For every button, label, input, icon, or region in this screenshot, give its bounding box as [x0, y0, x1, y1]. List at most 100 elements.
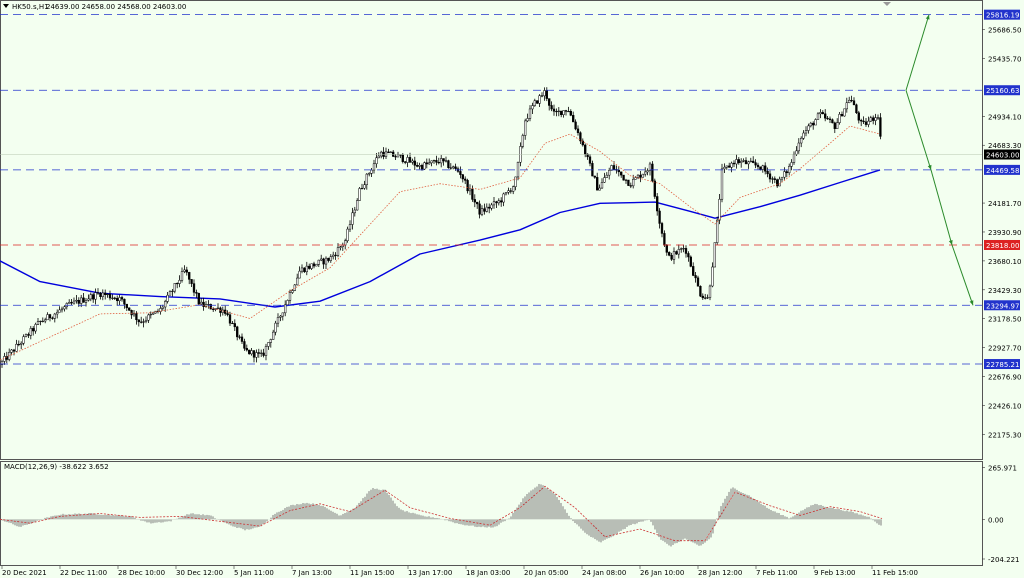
price-tick-label: 24683.30	[988, 142, 1021, 150]
macd-pane[interactable]: MACD(12,26,9) -38.622 3.652	[0, 461, 983, 566]
candle	[444, 156, 448, 163]
candle	[140, 316, 143, 324]
candle	[166, 292, 169, 304]
candle	[327, 257, 330, 263]
candle	[843, 108, 846, 117]
candle	[188, 271, 191, 285]
candle	[320, 254, 323, 262]
candle	[111, 294, 114, 300]
projection-arrow[interactable]	[905, 14, 930, 91]
candle	[552, 104, 556, 116]
candle	[584, 143, 587, 158]
candle	[483, 203, 486, 215]
candle	[317, 259, 320, 268]
price-tick-label: 23930.90	[988, 229, 1021, 237]
candle	[173, 283, 176, 294]
time-tick-label: 28 Dec 10:00	[118, 569, 165, 577]
chart-shift-marker-icon[interactable]	[883, 2, 891, 6]
candle	[632, 174, 635, 189]
dropdown-triangle-icon[interactable]	[3, 4, 9, 8]
price-tick-label: 25686.50	[988, 27, 1021, 35]
candle	[627, 179, 630, 186]
candle	[389, 151, 392, 154]
candle	[197, 292, 200, 306]
macd-axis: 265.971 0.00 -204.221	[982, 465, 1019, 564]
candle	[814, 118, 817, 126]
candle	[56, 309, 59, 319]
candle	[809, 121, 812, 128]
candle	[732, 160, 736, 168]
candle	[332, 251, 335, 260]
candle	[459, 166, 462, 179]
candle	[53, 312, 56, 323]
candle	[670, 252, 673, 261]
candle	[728, 162, 731, 168]
candle	[428, 158, 431, 165]
candle	[164, 299, 167, 312]
candle	[375, 152, 378, 168]
projection-arrow[interactable]	[930, 169, 953, 246]
candle	[248, 349, 251, 355]
current-price-label: 24603.00	[986, 152, 1019, 160]
candle	[644, 167, 647, 177]
candle	[372, 159, 376, 174]
candle	[168, 290, 172, 296]
candle	[797, 138, 800, 154]
candle	[742, 158, 745, 163]
candle	[860, 118, 863, 127]
candle	[89, 292, 92, 302]
candle	[699, 285, 702, 298]
candle	[310, 263, 313, 270]
level-price-tag: 23294.97	[984, 300, 1020, 311]
candle	[716, 216, 719, 245]
candle	[754, 159, 757, 169]
candle	[692, 262, 695, 277]
candle	[689, 255, 692, 268]
candle	[324, 256, 328, 270]
candle	[269, 338, 272, 348]
price-axis: 25816.19 25160.63 24469.58 23818.00 23294.97…	[982, 9, 1021, 439]
candle	[725, 165, 728, 170]
candle	[737, 157, 740, 165]
candle	[600, 178, 604, 189]
candle	[756, 162, 760, 170]
candle	[315, 263, 318, 267]
candle	[488, 203, 491, 214]
macd-histogram	[0, 483, 882, 547]
candle	[485, 203, 488, 213]
candle	[598, 184, 601, 191]
candle	[461, 174, 464, 183]
candle	[267, 342, 270, 350]
candle	[879, 113, 882, 140]
candle	[360, 183, 364, 190]
candle	[329, 254, 332, 263]
level-price-label: 23294.97	[986, 302, 1019, 310]
candle	[867, 116, 870, 128]
candle	[149, 311, 152, 319]
candle	[502, 192, 505, 207]
candle	[576, 125, 580, 136]
candle	[557, 107, 560, 117]
candle	[195, 289, 198, 298]
price-tick-label: 24934.10	[988, 113, 1021, 121]
candle	[34, 322, 37, 334]
candle	[761, 164, 764, 173]
candle	[783, 167, 786, 180]
candle	[706, 294, 709, 299]
candle	[442, 158, 445, 166]
candle	[608, 167, 611, 180]
candle	[262, 348, 265, 358]
candle	[435, 155, 438, 166]
projection-arrow[interactable]	[905, 90, 932, 171]
price-pane[interactable]	[0, 0, 983, 460]
candle	[562, 110, 565, 118]
projection-arrow[interactable]	[951, 244, 974, 306]
candle	[516, 161, 520, 181]
candle	[250, 348, 253, 356]
candle	[521, 133, 524, 149]
candle	[852, 97, 856, 106]
candle	[656, 193, 659, 216]
candle	[233, 319, 236, 331]
candle	[862, 116, 865, 125]
